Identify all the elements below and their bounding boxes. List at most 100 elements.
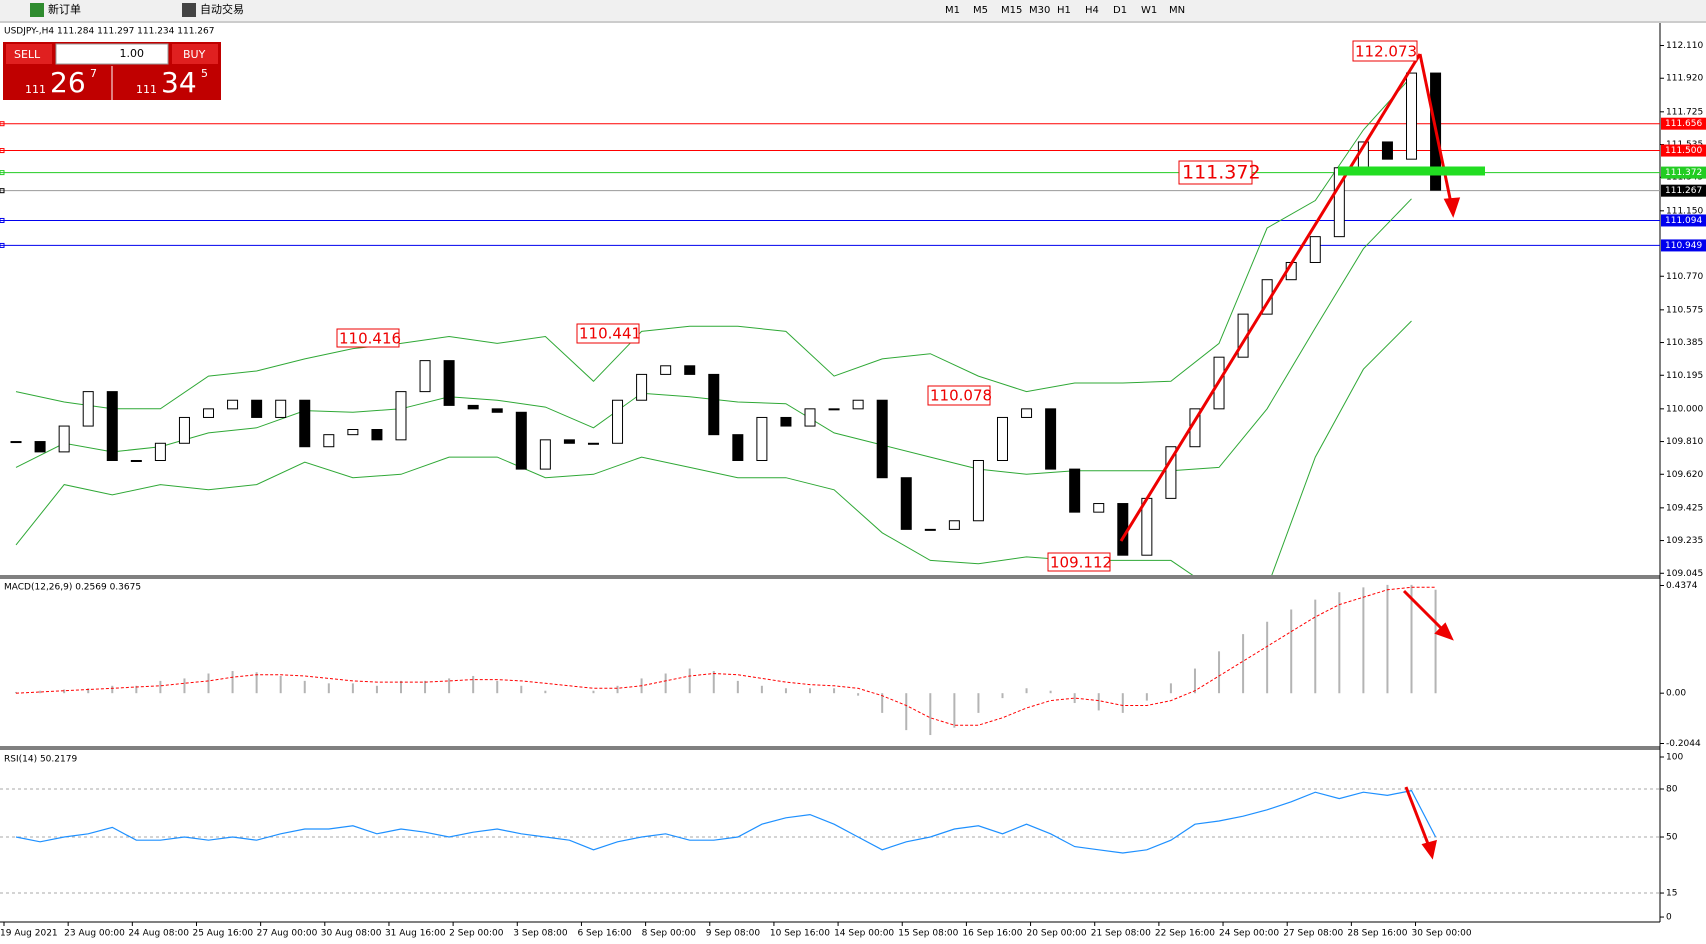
buy-price-big[interactable]: 111 (136, 83, 157, 96)
x-tick-label: 30 Sep 00:00 (1412, 929, 1472, 939)
x-tick-label: 10 Sep 16:00 (770, 929, 830, 939)
x-tick-label: 24 Aug 08:00 (128, 929, 189, 939)
candle (636, 373, 648, 401)
rsi-panel: RSI(14) 50.2179 (0, 755, 1660, 894)
candle (227, 399, 239, 410)
level-tag (1661, 214, 1706, 227)
x-tick-label: 14 Sep 00:00 (834, 929, 894, 939)
sell-price-big[interactable]: 111 (25, 83, 46, 96)
sell-label[interactable]: SELL (14, 48, 41, 61)
annotation-box (576, 323, 640, 344)
x-tick-label: 30 Aug 08:00 (321, 929, 382, 939)
candle (371, 429, 383, 441)
rsi-line (15, 789, 1437, 854)
candle (587, 442, 599, 445)
timeframe-button[interactable]: D1 (1113, 5, 1127, 16)
level-label: 111.267 (1665, 186, 1702, 196)
timeframes: M1 M5 M15 M30 H1 H4 D1 W1 MN (945, 5, 1185, 16)
timeframe-button[interactable]: M30 (1029, 5, 1050, 16)
candle (1069, 468, 1081, 513)
candle (924, 528, 936, 531)
level-marker (0, 217, 5, 223)
buy-label[interactable]: BUY (183, 48, 206, 61)
x-tick-label: 28 Sep 16:00 (1347, 929, 1407, 939)
auto-trading[interactable]: 自动交易 (200, 2, 244, 16)
candle (1381, 141, 1393, 160)
x-tick-label: 2 Sep 00:00 (449, 929, 504, 939)
y-tick-label: 112.110 (1666, 41, 1703, 51)
level-tag (1661, 239, 1706, 252)
y-tick-label: 109.045 (1666, 569, 1703, 579)
timeframe-button[interactable]: H4 (1085, 5, 1099, 16)
sell-price-point[interactable]: 7 (90, 67, 97, 80)
candle (1309, 236, 1321, 263)
lots-value[interactable]: 1.00 (120, 47, 145, 60)
lots-input[interactable] (55, 43, 169, 65)
arrow-head (1443, 197, 1461, 218)
level-marker (0, 242, 5, 248)
candle (34, 441, 46, 453)
x-tick-label: 9 Sep 08:00 (706, 929, 761, 939)
rsi-arrow (1404, 786, 1432, 850)
new-order[interactable]: 新订单 (48, 2, 81, 16)
new-order-icon[interactable] (30, 3, 44, 17)
candle (563, 439, 575, 444)
level-tag (1661, 184, 1706, 197)
annotation: 110.078 (930, 387, 992, 405)
candle (852, 399, 864, 410)
x-tick-label: 27 Sep 08:00 (1283, 929, 1343, 939)
y-tick-label: 100 (1666, 753, 1683, 763)
y-tick-label: 15 (1666, 889, 1677, 899)
macd-signal (15, 586, 1436, 726)
buy-price-point[interactable]: 5 (201, 67, 208, 80)
candle (106, 391, 118, 461)
candle (828, 408, 840, 411)
y-tick-label: 110.000 (1666, 404, 1703, 414)
y-tick-label: 80 (1666, 785, 1678, 795)
arrow-head (1434, 622, 1454, 641)
sell-button[interactable] (6, 44, 52, 64)
candle (972, 459, 984, 522)
buy-price-pips[interactable]: 34 (161, 66, 197, 99)
arrow-head (1421, 839, 1437, 860)
timeframe-button[interactable]: MN (1169, 5, 1185, 16)
candle (660, 365, 672, 375)
timeframe-button[interactable]: M5 (973, 5, 988, 16)
x-tick-label: 25 Aug 16:00 (192, 929, 253, 939)
candle (708, 373, 720, 436)
candle (178, 416, 190, 444)
y-tick-label: 109.620 (1666, 470, 1703, 480)
x-tick-label: 31 Aug 16:00 (385, 929, 446, 939)
candle (612, 399, 624, 444)
annotation: 110.441 (579, 325, 641, 343)
candle (323, 434, 335, 448)
x-tick-label: 23 Aug 00:00 (64, 929, 125, 939)
annotation-box (1352, 40, 1418, 62)
x-tick-label: 19 Aug 2021 (0, 929, 58, 939)
annotation-box (336, 328, 400, 348)
y-tick-label: 0.4374 (1666, 581, 1698, 591)
sell-price-pips[interactable]: 26 (50, 66, 86, 99)
x-tick-label: 16 Sep 16:00 (962, 929, 1022, 939)
timeframe-button[interactable]: W1 (1141, 5, 1157, 16)
timeframe-button[interactable]: M1 (945, 5, 960, 16)
annotation: 110.416 (339, 330, 401, 348)
auto-trading-icon[interactable] (182, 3, 196, 17)
level-label: 110.949 (1665, 241, 1702, 251)
y-tick-label: -0.2044 (1666, 739, 1701, 749)
trend-arrow (1119, 53, 1422, 542)
candle (1045, 408, 1057, 470)
toolbar (0, 0, 1706, 21)
timeframe-button[interactable]: H1 (1057, 5, 1071, 16)
x-tick-label: 24 Sep 00:00 (1219, 929, 1279, 939)
buy-button[interactable] (172, 44, 218, 64)
timeframe-button[interactable]: M15 (1001, 5, 1022, 16)
y-tick-label: 110.385 (1666, 338, 1703, 348)
candle (684, 365, 696, 375)
x-tick-label: 27 Aug 00:00 (257, 929, 318, 939)
candle (347, 429, 359, 436)
candle (1021, 408, 1033, 418)
y-tick-label: 111.920 (1666, 74, 1703, 84)
y-tick-label: 110.770 (1666, 272, 1703, 282)
